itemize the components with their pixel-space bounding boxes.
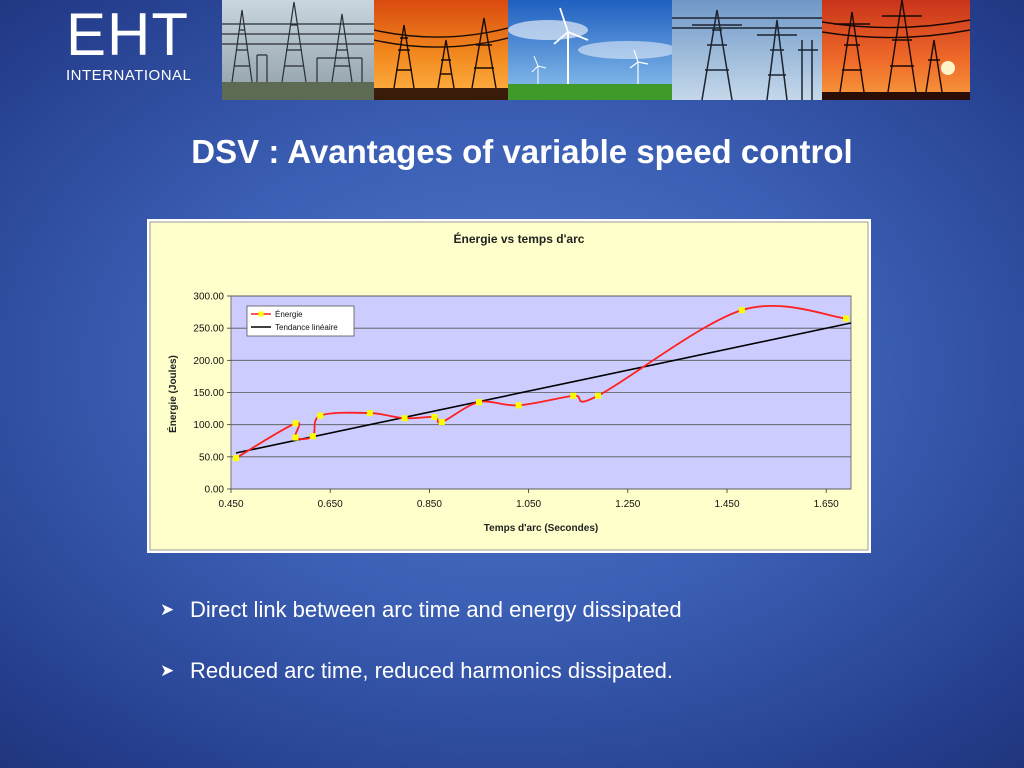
arrow-bullet-icon: ➤ xyxy=(160,600,175,619)
data-point xyxy=(232,455,239,462)
x-tick-label: 1.650 xyxy=(814,499,839,510)
x-tick-labels: 0.450 0.650 0.850 1.050 1.250 1.450 1.650 xyxy=(218,489,839,510)
x-tick-label: 0.450 xyxy=(218,499,243,510)
data-point xyxy=(515,402,522,409)
legend-tendance-label: Tendance linéaire xyxy=(275,323,338,332)
data-point xyxy=(292,420,299,427)
y-tick-labels: 0.00 50.00 100.00 150.00 200.00 250.00 300.00 xyxy=(193,292,231,496)
wind-turbines-photo xyxy=(508,0,672,100)
data-point xyxy=(292,434,299,441)
y-tick-label: 200.00 xyxy=(193,356,224,367)
data-point xyxy=(476,399,482,406)
y-tick-label: 50.00 xyxy=(199,452,224,463)
trend-line xyxy=(235,322,852,454)
logo-sub-text: INTERNATIONAL xyxy=(66,67,192,84)
towers-blue-sky-photo xyxy=(672,0,822,100)
data-point xyxy=(366,410,373,417)
energy-arc-time-chart: Énergie vs temps d'arc 0.00 50.00 100.00 15… xyxy=(149,221,869,551)
data-point xyxy=(438,419,445,426)
chart-frame: Énergie vs temps d'arc 0.00 50.00 100.00 15… xyxy=(147,219,871,553)
x-axis-label: Temps d'arc (Secondes) xyxy=(484,523,598,534)
photo-banner xyxy=(222,0,970,100)
substation-photo xyxy=(222,0,374,100)
x-tick-label: 1.250 xyxy=(615,499,640,510)
series-layer xyxy=(232,304,852,462)
y-tick-label: 250.00 xyxy=(193,324,224,335)
bullet-item: ➤ Reduced arc time, reduced harmonics di… xyxy=(160,656,682,686)
x-tick-label: 0.850 xyxy=(417,499,442,510)
data-point xyxy=(570,392,577,399)
legend-energie-marker xyxy=(258,311,264,317)
logo-main-text: EHT xyxy=(66,1,189,68)
chart-title: Énergie vs temps d'arc xyxy=(454,231,585,246)
data-point xyxy=(309,433,316,440)
y-tick-label: 0.00 xyxy=(205,485,225,496)
data-point xyxy=(738,307,745,314)
legend-box xyxy=(246,305,355,337)
y-tick-label: 150.00 xyxy=(193,388,224,399)
bullet-item: ➤ Direct link between arc time and energ… xyxy=(160,595,682,625)
arrow-bullet-icon: ➤ xyxy=(160,661,175,680)
pylon-red-sky-photo xyxy=(822,0,970,100)
y-tick-label: 100.00 xyxy=(193,420,224,431)
bullet-list: ➤ Direct link between arc time and energ… xyxy=(160,595,682,717)
pylons-sunset-photo xyxy=(374,0,508,100)
data-point xyxy=(431,413,438,420)
gridlines xyxy=(231,295,851,490)
eht-logo: EHT INTERNATIONAL xyxy=(66,4,191,84)
data-point xyxy=(595,392,602,399)
x-tick-label: 1.050 xyxy=(516,499,541,510)
data-point xyxy=(401,415,408,422)
bullet-text: Reduced arc time, reduced harmonics diss… xyxy=(190,658,674,683)
data-point xyxy=(843,315,850,322)
y-tick-label: 300.00 xyxy=(193,292,224,303)
slide-title: DSV : Avantages of variable speed contro… xyxy=(191,133,853,170)
data-point xyxy=(317,412,324,419)
legend: Énergie Tendance linéaire xyxy=(246,305,355,337)
x-tick-label: 0.650 xyxy=(318,499,343,510)
x-tick-label: 1.450 xyxy=(714,499,739,510)
legend-energie-label: Énergie xyxy=(275,310,303,319)
bullet-text: Direct link between arc time and energy … xyxy=(190,597,682,622)
energie-series-line xyxy=(235,304,847,459)
y-axis-label: Énergie (Joules) xyxy=(166,355,179,433)
